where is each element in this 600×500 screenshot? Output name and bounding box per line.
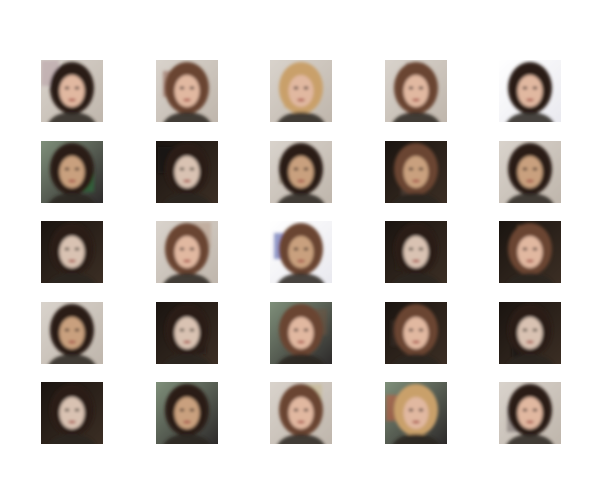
face-sample-image xyxy=(270,302,332,364)
sample-image xyxy=(41,221,103,283)
sample-image xyxy=(41,302,103,364)
face-sample-image xyxy=(156,302,218,364)
face-sample-image xyxy=(385,302,447,364)
face-sample-image xyxy=(156,141,218,203)
face-sample-image xyxy=(499,302,561,364)
face-sample-image xyxy=(41,302,103,364)
face-sample-image xyxy=(41,141,103,203)
sample-image xyxy=(270,221,332,283)
face-sample-image xyxy=(41,60,103,122)
sample-image xyxy=(270,60,332,122)
sample-image xyxy=(41,60,103,122)
face-sample-image xyxy=(499,221,561,283)
face-sample-image xyxy=(156,221,218,283)
sample-image xyxy=(499,382,561,444)
face-sample-image xyxy=(41,221,103,283)
face-sample-image xyxy=(499,382,561,444)
sample-image xyxy=(499,302,561,364)
face-sample-image xyxy=(385,60,447,122)
sample-image xyxy=(499,60,561,122)
sample-image xyxy=(499,221,561,283)
face-sample-image xyxy=(499,141,561,203)
face-sample-image xyxy=(270,221,332,283)
face-sample-image xyxy=(270,141,332,203)
sample-image xyxy=(385,221,447,283)
sample-image xyxy=(270,141,332,203)
sample-image xyxy=(156,221,218,283)
sample-image xyxy=(385,302,447,364)
sample-image xyxy=(41,382,103,444)
face-sample-image xyxy=(499,60,561,122)
sample-image xyxy=(156,302,218,364)
sample-image xyxy=(156,60,218,122)
sample-image xyxy=(385,141,447,203)
sample-image xyxy=(385,60,447,122)
sample-image xyxy=(156,141,218,203)
face-sample-image xyxy=(385,382,447,444)
face-sample-image xyxy=(270,382,332,444)
face-sample-image xyxy=(385,141,447,203)
sample-image xyxy=(41,141,103,203)
sample-image xyxy=(156,382,218,444)
face-sample-image xyxy=(385,221,447,283)
face-sample-image xyxy=(270,60,332,122)
sample-image xyxy=(385,382,447,444)
face-sample-image xyxy=(156,382,218,444)
face-sample-image xyxy=(41,382,103,444)
sample-image xyxy=(270,302,332,364)
face-sample-image xyxy=(156,60,218,122)
sample-image xyxy=(499,141,561,203)
sample-image xyxy=(270,382,332,444)
